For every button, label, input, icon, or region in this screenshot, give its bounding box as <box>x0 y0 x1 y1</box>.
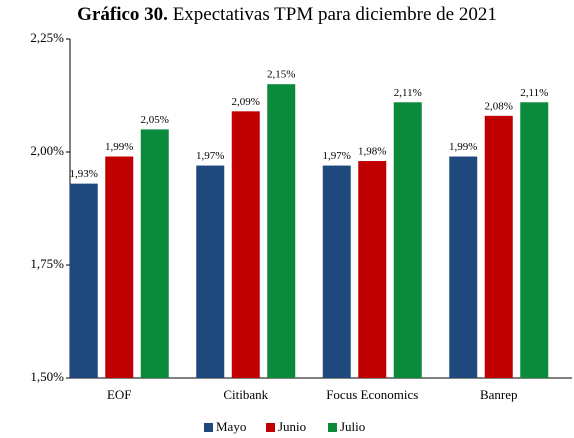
value-label: 2,15% <box>267 69 295 81</box>
bar <box>322 165 351 378</box>
legend-label: Julio <box>340 419 365 434</box>
x-tick-label: Citibank <box>223 387 268 402</box>
value-label: 1,99% <box>449 141 477 153</box>
bar <box>393 102 422 378</box>
chart-title: Expectativas TPM para diciembre de 2021 <box>173 4 497 25</box>
bar <box>267 84 296 378</box>
value-label: 2,11% <box>520 87 548 99</box>
legend-label: Junio <box>278 419 306 434</box>
legend-swatch <box>266 423 275 432</box>
bar <box>520 102 549 378</box>
bar <box>140 129 169 378</box>
figure-label: Gráfico 30. <box>77 4 168 25</box>
bar <box>231 111 260 378</box>
x-tick-label: EOF <box>107 387 132 402</box>
value-label: 1,97% <box>323 150 351 162</box>
y-tick-label: 1,50% <box>30 369 64 384</box>
value-label: 1,93% <box>70 168 98 180</box>
value-label: 1,98% <box>358 146 386 158</box>
bar <box>105 156 134 378</box>
value-label: 1,97% <box>196 150 224 162</box>
bar <box>484 115 513 378</box>
value-label: 2,08% <box>485 100 513 112</box>
x-tick-label: Banrep <box>480 387 518 402</box>
bar <box>449 156 478 378</box>
bar <box>358 161 387 378</box>
value-label: 2,09% <box>232 96 260 108</box>
y-tick-label: 2,00% <box>30 143 64 158</box>
chart-title-group: Gráfico 30. Expectativas TPM para diciem… <box>77 4 497 25</box>
legend-label: Mayo <box>216 419 246 434</box>
value-label: 2,11% <box>394 87 422 99</box>
legend-swatch <box>328 423 337 432</box>
value-label: 1,99% <box>105 141 133 153</box>
y-tick-label: 1,75% <box>30 256 64 271</box>
bar <box>69 183 98 378</box>
bar <box>196 165 225 378</box>
value-label: 2,05% <box>141 114 169 126</box>
x-tick-label: Focus Economics <box>326 387 418 402</box>
legend-swatch <box>204 423 213 432</box>
y-tick-label: 2,25% <box>30 30 64 45</box>
